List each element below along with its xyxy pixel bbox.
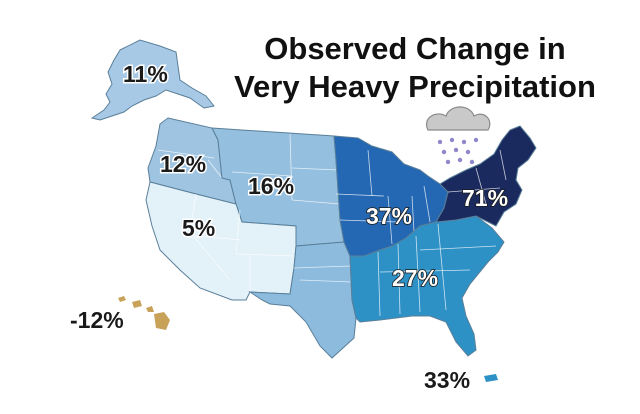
alaska-label: 11% xyxy=(123,61,168,87)
region-puerto-rico xyxy=(484,374,498,382)
alaska-shape xyxy=(90,39,215,121)
midwest-label: 37% xyxy=(366,203,412,229)
puerto-rico-label: 33% xyxy=(424,367,470,393)
region-great-plains-south xyxy=(248,241,357,359)
title-line-1: Observed Change in xyxy=(264,31,566,66)
hawaii-island-1 xyxy=(118,296,126,302)
region-hawaii xyxy=(118,296,170,330)
rain-cloud-icon xyxy=(426,106,491,165)
region-alaska xyxy=(90,39,215,121)
southwest-label: 5% xyxy=(182,215,215,241)
northeast-label: 71% xyxy=(462,185,508,211)
region-northeast xyxy=(435,125,537,227)
southeast-label: 27% xyxy=(392,265,438,291)
hawaii-label: -12% xyxy=(70,307,124,333)
map-title: Observed Change in Very Heavy Precipitat… xyxy=(205,30,625,106)
northwest-label: 12% xyxy=(160,151,206,177)
southeast-shape xyxy=(349,215,505,357)
puerto-rico-shape xyxy=(484,374,498,382)
hawaii-island-2 xyxy=(132,300,142,308)
title-line-2: Very Heavy Precipitation xyxy=(234,69,596,104)
great-plains-north-label: 16% xyxy=(248,173,294,199)
region-southeast xyxy=(349,215,505,357)
northeast-shape xyxy=(435,125,537,227)
hawaii-island-4 xyxy=(154,312,170,330)
hawaii-island-3 xyxy=(146,306,154,312)
